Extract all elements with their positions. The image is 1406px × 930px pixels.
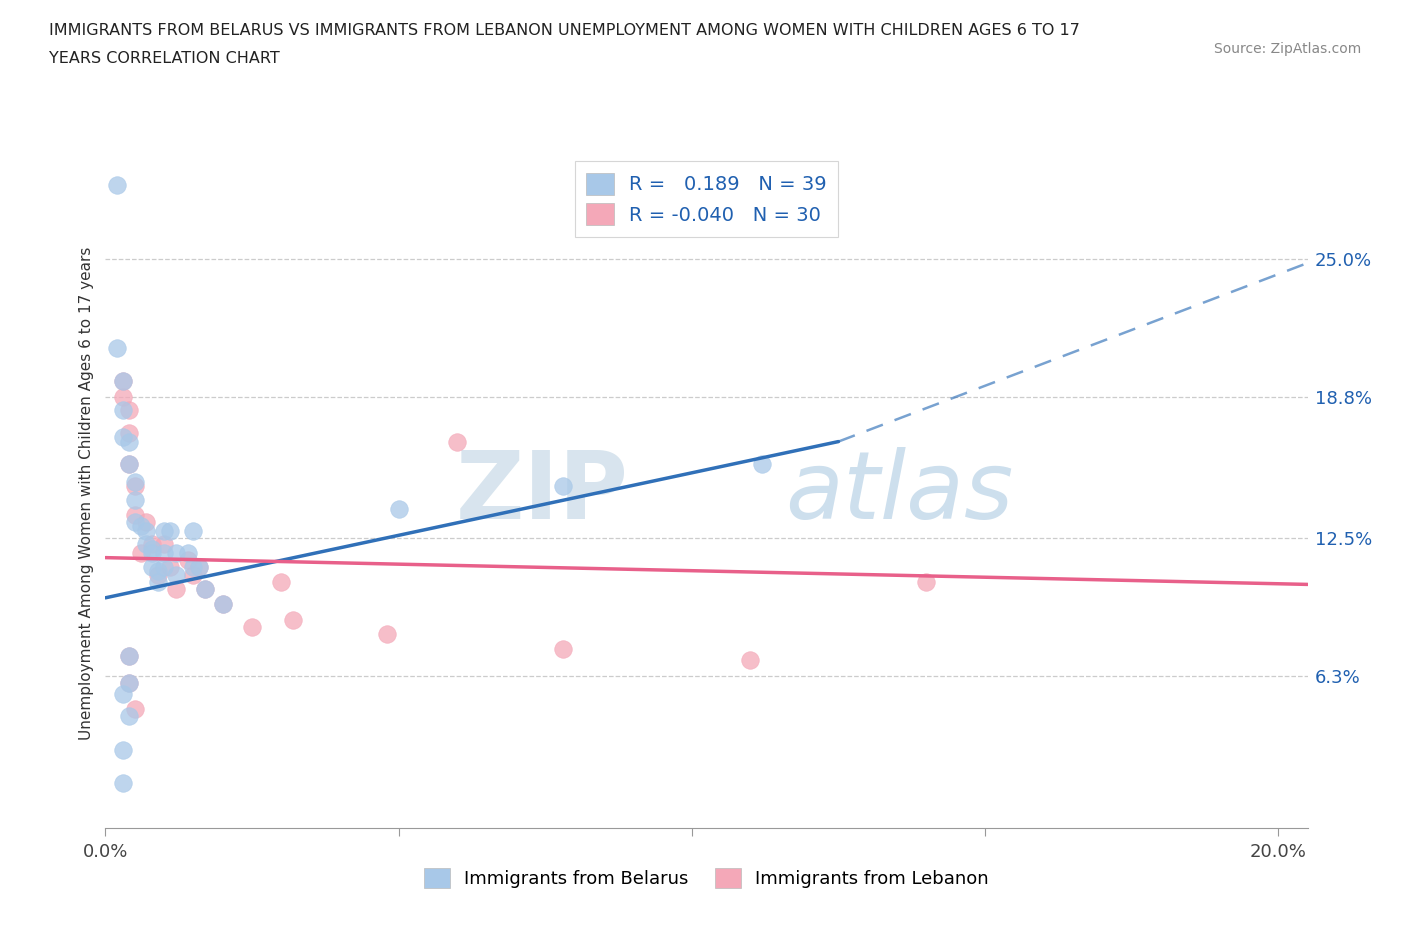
Point [112, 374, 135, 389]
Point [240, 619, 263, 634]
Point [183, 524, 205, 538]
Point [118, 434, 141, 449]
Point [270, 575, 292, 590]
Point [105, 340, 128, 355]
Point [153, 559, 176, 574]
Point [124, 508, 146, 523]
Point [194, 581, 217, 596]
Y-axis label: Unemployment Among Women with Children Ages 6 to 17 years: Unemployment Among Women with Children A… [79, 246, 94, 739]
Point [153, 546, 176, 561]
Point [118, 675, 141, 690]
Point [188, 559, 211, 574]
Point [551, 642, 574, 657]
Text: atlas: atlas [785, 447, 1012, 538]
Point [118, 709, 141, 724]
Text: Source: ZipAtlas.com: Source: ZipAtlas.com [1213, 42, 1361, 56]
Point [129, 546, 152, 561]
Point [375, 626, 398, 641]
Point [148, 575, 170, 590]
Point [141, 537, 163, 551]
Point [165, 568, 187, 583]
Point [211, 597, 233, 612]
Point [751, 457, 773, 472]
Text: ZIP: ZIP [456, 447, 628, 538]
Text: IMMIGRANTS FROM BELARUS VS IMMIGRANTS FROM LEBANON UNEMPLOYMENT AMONG WOMEN WITH: IMMIGRANTS FROM BELARUS VS IMMIGRANTS FR… [49, 23, 1080, 38]
Point [159, 559, 181, 574]
Point [148, 568, 170, 583]
Text: YEARS CORRELATION CHART: YEARS CORRELATION CHART [49, 51, 280, 66]
Point [118, 425, 141, 440]
Point [176, 546, 198, 561]
Point [135, 524, 157, 538]
Point [112, 374, 135, 389]
Point [105, 178, 128, 193]
Point [129, 519, 152, 534]
Point [112, 742, 135, 757]
Point [135, 514, 157, 529]
Point [112, 430, 135, 445]
Point [118, 648, 141, 663]
Point [740, 653, 762, 668]
Point [141, 559, 163, 574]
Point [118, 457, 141, 472]
Point [388, 501, 411, 516]
Point [281, 613, 304, 628]
Point [124, 702, 146, 717]
Point [159, 524, 181, 538]
Point [194, 581, 217, 596]
Point [148, 564, 170, 578]
Point [112, 686, 135, 701]
Point [112, 403, 135, 418]
Point [118, 648, 141, 663]
Point [124, 479, 146, 494]
Point [153, 524, 176, 538]
Point [165, 546, 187, 561]
Legend: Immigrants from Belarus, Immigrants from Lebanon: Immigrants from Belarus, Immigrants from… [418, 860, 995, 896]
Point [153, 537, 176, 551]
Point [112, 776, 135, 790]
Point [124, 474, 146, 489]
Point [915, 575, 938, 590]
Point [124, 514, 146, 529]
Point [135, 537, 157, 551]
Point [211, 597, 233, 612]
Point [183, 559, 205, 574]
Point [124, 492, 146, 507]
Point [112, 390, 135, 405]
Point [183, 568, 205, 583]
Point [118, 675, 141, 690]
Point [188, 559, 211, 574]
Point [118, 457, 141, 472]
Point [551, 479, 574, 494]
Point [141, 541, 163, 556]
Point [165, 581, 187, 596]
Point [118, 403, 141, 418]
Point [176, 552, 198, 567]
Point [446, 434, 468, 449]
Point [141, 546, 163, 561]
